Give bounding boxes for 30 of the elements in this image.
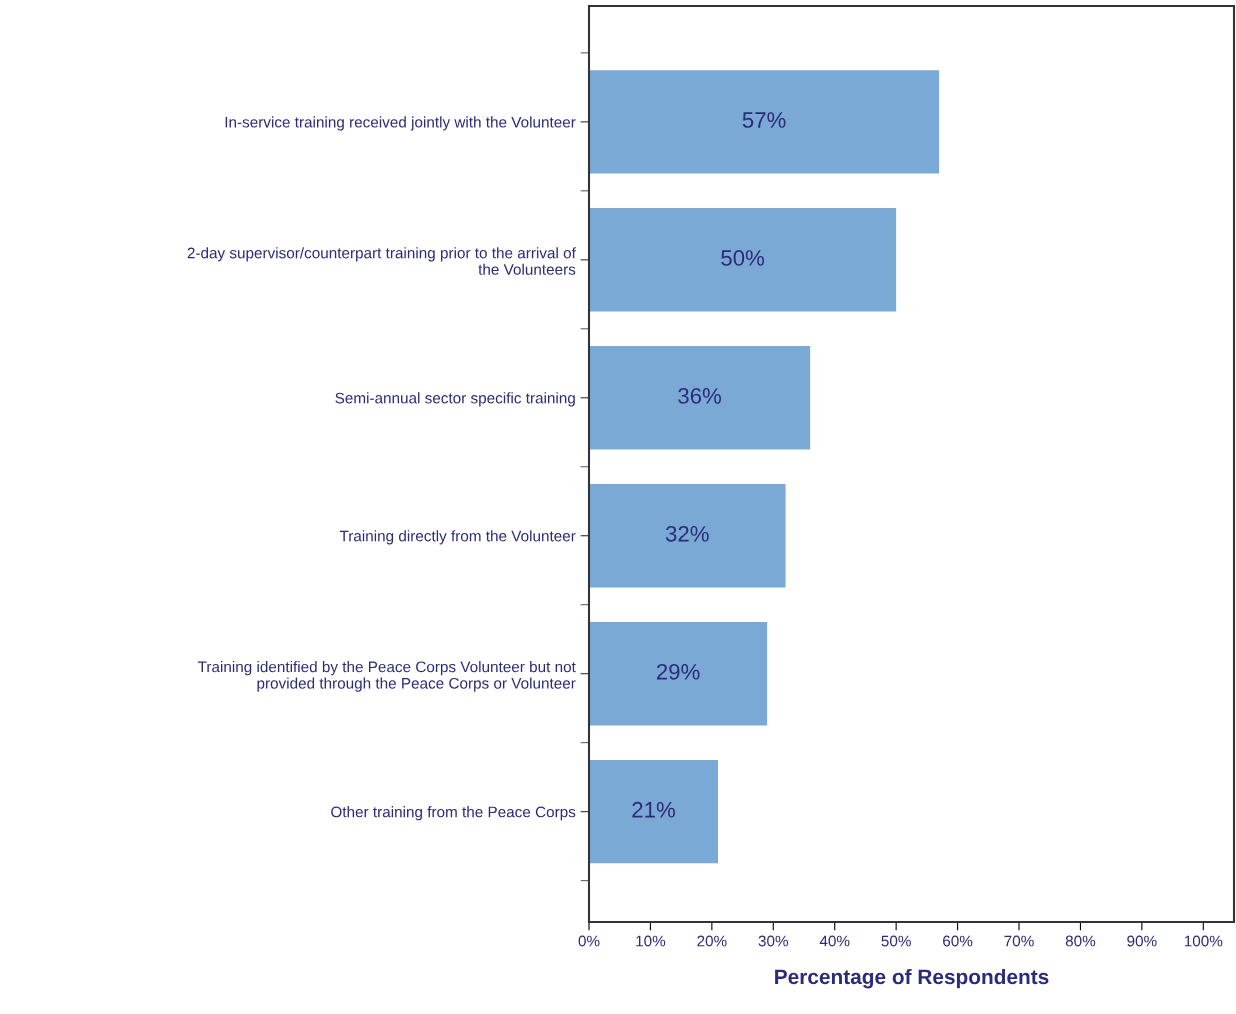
- x-tick-label: 90%: [1127, 935, 1157, 947]
- x-tick-label: 80%: [1065, 935, 1096, 947]
- x-tick-label: 40%: [819, 935, 850, 947]
- x-tick-label: 60%: [943, 935, 973, 947]
- y-tick-label: Training identified by the Peace Corps Volunteer but not provided through the Peace Corps or Volunteer: [197, 661, 576, 692]
- data-label: 50%: [721, 250, 765, 266]
- bar: [589, 70, 940, 174]
- bar: [589, 346, 811, 450]
- x-tick-label: 50%: [881, 935, 911, 947]
- y-tick-label: 2-day supervisor/counterpart training prior to the arrival of the Volunteers: [187, 247, 576, 275]
- y-tick-label: Semi-annual sector specific training: [335, 392, 575, 407]
- x-tick-label: 100%: [1184, 935, 1223, 947]
- data-label: 32%: [665, 525, 709, 542]
- x-tick-label: 20%: [697, 935, 727, 947]
- data-label: 57%: [742, 112, 786, 128]
- data-label: 21%: [632, 801, 675, 818]
- data-label: 29%: [656, 663, 700, 680]
- data-label: 36%: [678, 388, 722, 404]
- bar: [589, 759, 718, 864]
- y-tick-label: Other training from the Peace Corps: [331, 806, 576, 821]
- x-tick-label: 10%: [636, 935, 666, 947]
- x-tick-label: 30%: [758, 935, 789, 947]
- bar: [589, 484, 786, 588]
- x-axis-title: Percentage of Respondents: [775, 968, 1049, 989]
- x-tick-label: 70%: [1004, 935, 1034, 947]
- y-tick-label: In-service training received jointly with the Volunteer: [225, 116, 576, 131]
- x-tick-label: 0%: [578, 935, 600, 947]
- bar: [589, 208, 897, 312]
- bar: [589, 621, 768, 726]
- y-tick-label: Training directly from the Volunteer: [339, 530, 576, 545]
